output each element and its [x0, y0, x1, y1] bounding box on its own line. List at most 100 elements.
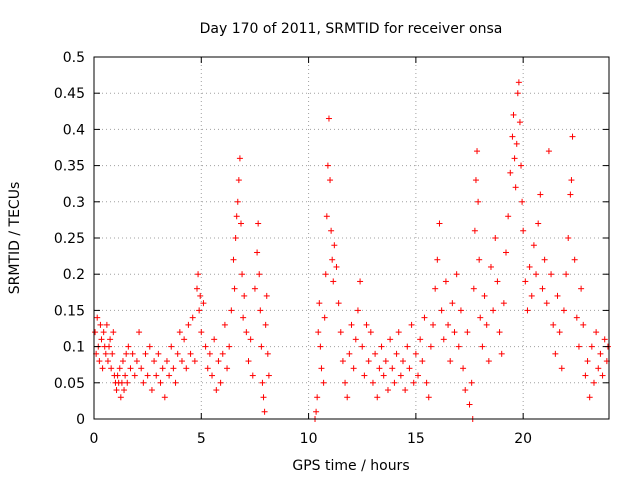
data-point: [402, 387, 409, 394]
data-point: [204, 365, 211, 372]
data-point: [100, 329, 107, 336]
data-point: [584, 358, 591, 365]
data-point: [239, 271, 246, 278]
data-point: [110, 329, 117, 336]
data-point: [404, 343, 411, 350]
data-point: [526, 263, 533, 270]
y-tick-label: 0: [76, 412, 85, 428]
x-axis-title: GPS time / hours: [292, 458, 409, 474]
data-point: [442, 278, 449, 285]
data-point: [251, 285, 258, 292]
data-point: [573, 314, 580, 321]
data-point: [109, 350, 116, 357]
data-point: [483, 321, 490, 328]
data-point: [255, 220, 262, 227]
data-point: [354, 307, 361, 314]
data-point: [133, 358, 140, 365]
data-point: [507, 169, 514, 176]
data-point: [490, 307, 497, 314]
data-point: [116, 365, 123, 372]
chart-title: Day 170 of 2011, SRMTID for receiver ons…: [200, 21, 503, 37]
x-tick-label: 10: [300, 431, 318, 447]
data-point: [104, 358, 111, 365]
data-point: [335, 300, 342, 307]
data-point: [389, 365, 396, 372]
data-point: [471, 227, 478, 234]
data-point: [395, 329, 402, 336]
data-point: [157, 379, 164, 386]
data-point: [209, 372, 216, 379]
data-point: [541, 256, 548, 263]
data-point: [367, 329, 374, 336]
data-point: [535, 220, 542, 227]
data-point: [427, 343, 434, 350]
data-point: [329, 256, 336, 263]
data-point: [228, 307, 235, 314]
data-point: [599, 372, 606, 379]
data-point: [533, 271, 540, 278]
data-point: [259, 379, 266, 386]
plot-frame: [93, 56, 610, 420]
data-point: [582, 372, 589, 379]
data-point: [129, 350, 136, 357]
data-point: [198, 329, 205, 336]
data-point: [200, 300, 207, 307]
data-point: [342, 379, 349, 386]
data-point: [505, 213, 512, 220]
data-point: [318, 365, 325, 372]
data-point: [324, 162, 331, 169]
data-point: [249, 372, 256, 379]
data-point: [397, 372, 404, 379]
data-point: [468, 379, 475, 386]
y-tick-label: 0.45: [54, 86, 85, 102]
y-tick-label: 0.05: [54, 376, 85, 392]
data-point: [191, 358, 198, 365]
data-point: [231, 285, 238, 292]
data-point: [384, 387, 391, 394]
data-point: [174, 350, 181, 357]
data-point: [194, 285, 200, 292]
data-point: [365, 358, 372, 365]
data-point: [176, 329, 183, 336]
data-point: [151, 358, 158, 365]
data-point: [261, 408, 268, 415]
data-point: [378, 343, 385, 350]
data-point: [455, 343, 462, 350]
data-point: [530, 242, 537, 249]
data-point: [425, 394, 432, 401]
data-point: [314, 394, 321, 401]
data-point: [400, 358, 406, 365]
data-point: [595, 365, 602, 372]
data-point: [262, 321, 269, 328]
y-axis-title: SRMTID / TECUs: [7, 182, 23, 295]
data-point: [107, 336, 114, 343]
grid-layer: [94, 57, 609, 419]
data-point: [374, 394, 381, 401]
data-point: [419, 358, 426, 365]
data-point: [185, 321, 192, 328]
data-point: [510, 111, 517, 118]
data-point: [219, 350, 226, 357]
data-point: [113, 387, 120, 394]
data-point: [447, 358, 454, 365]
data-point: [512, 184, 519, 191]
data-point: [333, 263, 340, 270]
y-tick-label: 0.3: [63, 195, 85, 211]
data-point: [263, 292, 270, 299]
data-point: [339, 358, 346, 365]
data-point: [479, 343, 486, 350]
data-point: [230, 256, 237, 263]
data-point: [481, 292, 488, 299]
data-point: [537, 191, 544, 198]
data-point: [121, 387, 128, 394]
data-point: [588, 343, 595, 350]
data-point: [237, 220, 244, 227]
data-point: [125, 343, 132, 350]
data-point: [236, 155, 243, 162]
data-point: [498, 350, 505, 357]
tick-layer: 0 0.05 0.1 0.15 0.2 0.25 0.3 0.35 0.4 0.45 0.5 0 5 10…: [54, 50, 609, 447]
y-tick-label: 0.35: [54, 159, 85, 175]
data-point: [369, 379, 376, 386]
data-point: [528, 292, 535, 299]
data-point: [460, 365, 467, 372]
